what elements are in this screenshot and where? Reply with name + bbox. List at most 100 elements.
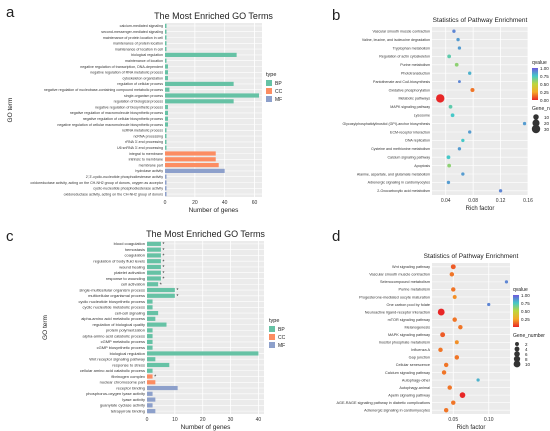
x-tick-label: 0 [146, 417, 149, 423]
category-label: single-multicellular organism process [79, 287, 145, 292]
data-point [443, 362, 449, 368]
category-label: biological regulation [110, 351, 145, 356]
data-point [458, 80, 461, 84]
pathway-label: Lysosome [414, 114, 430, 118]
x-tick-label: 0.08 [468, 198, 478, 204]
legend-label: CC [278, 335, 286, 341]
category-label: alpha-amino acid catabolic process [83, 333, 145, 338]
bar [147, 357, 156, 362]
category-label: multicellular organismal process [88, 293, 145, 298]
data-point [438, 347, 443, 353]
bar [165, 105, 168, 110]
data-point [450, 264, 456, 270]
size-legend-title: Gene_number [532, 106, 550, 112]
panel-letter-a: a [6, 4, 15, 21]
colorbar-tick-label: 0.25 [521, 317, 530, 322]
data-point [457, 46, 462, 50]
size-legend-label: 20 [544, 121, 550, 126]
bar [165, 116, 168, 121]
x-tick-label: 0.12 [496, 198, 506, 204]
bar [147, 276, 161, 281]
category-label: fibrinogen complex [111, 374, 145, 379]
legend-label: BP [275, 81, 282, 87]
bar [147, 264, 161, 270]
bar [165, 168, 225, 173]
significance-star: * [162, 254, 165, 260]
pathway-label: Selenocompound metabolism [380, 280, 430, 284]
pathway-label: Tryptophan metabolism [393, 46, 430, 50]
x-tick-label: 40 [222, 200, 228, 206]
data-point [441, 370, 447, 375]
color-legend-title: qvalue [532, 60, 547, 66]
pathway-label: One carbon pool by folate [387, 303, 430, 307]
bar [147, 241, 161, 246]
significance-star: * [176, 288, 179, 294]
x-tick-label: 40 [256, 417, 262, 423]
legend-swatch [269, 334, 275, 340]
panel-letter-d: d [332, 228, 340, 245]
bar [147, 368, 153, 373]
x-tick-label: 0.16 [523, 198, 533, 204]
significance-star: * [162, 242, 165, 248]
bar [147, 299, 153, 304]
pathway-label: Glycosylphosphatidylinositol (GPI)-ancho… [343, 122, 431, 126]
legend-swatch [269, 326, 275, 332]
category-label: hemostasis [125, 247, 145, 252]
pathway-dot-chart-b: 0.04 0.08 0.12 0.16 Vascular smooth muscle c… [343, 17, 550, 212]
category-label: regulation of cellular process [117, 82, 163, 86]
size-legend-dot [532, 119, 540, 127]
pathway-label: Wnt signaling pathway [392, 265, 430, 269]
bar [147, 316, 156, 321]
bar [165, 122, 168, 127]
bar [165, 76, 168, 81]
size-legend-label: 8 [525, 357, 528, 362]
data-point [522, 121, 527, 126]
x-axis-label: Rich factor [457, 425, 486, 431]
significance-star: * [162, 259, 165, 265]
significance-star: * [154, 375, 157, 381]
category-label: biological regulation [131, 53, 163, 57]
pathway-label: Oxidative phosphorylation [389, 88, 430, 92]
bar [165, 139, 167, 144]
pathway-label: Inositol phosphate metabolism [379, 341, 430, 345]
pathway-label: Calcium signaling pathway [385, 371, 430, 375]
data-point [452, 317, 457, 322]
bar [165, 163, 219, 168]
category-label: oxidoreductase activity, acting on the C… [64, 192, 164, 196]
x-tick-label: 0.04 [441, 198, 451, 204]
data-point [440, 332, 446, 338]
data-point [498, 189, 503, 193]
bar [147, 409, 156, 414]
bar [147, 351, 259, 356]
legend-label: CC [275, 89, 283, 95]
category-label: rRNA 3'-end processing [125, 140, 163, 144]
legend-title: type [269, 318, 279, 324]
significance-star: * [162, 248, 165, 254]
pathway-label: mTOR signaling pathway [388, 318, 430, 322]
category-label: coagulation [125, 253, 145, 258]
pathway-label: Influenza A [411, 348, 430, 352]
chart-title: Statistics of Pathway Enrichment [424, 253, 519, 260]
bar [147, 311, 159, 316]
pathway-label: Autophagy-animal [399, 386, 430, 390]
x-tick-label: 20 [200, 417, 206, 423]
bar [147, 247, 161, 252]
bar [165, 47, 167, 52]
colorbar-tick-label: 0.25 [540, 90, 549, 95]
category-label: nuclear chromosome part [100, 380, 146, 385]
bar [147, 270, 161, 275]
data-point [451, 400, 456, 405]
category-label: cyclic nucleotide biosynthetic process [79, 299, 145, 304]
size-legend-title: Gene_number [513, 333, 545, 339]
go-bar-chart-c: 0 10 20 30 40 blood coagulation * hemostasis * co… [42, 229, 286, 431]
bar [165, 93, 260, 98]
size-legend-dot [513, 355, 521, 363]
data-point [468, 130, 472, 134]
bar [165, 192, 167, 197]
y-axis-label: GO term [7, 98, 14, 123]
pathway-label: AGE-RAGE signaling pathway in diabetic c… [337, 401, 431, 405]
pathway-label: Vascular smooth muscle contraction [369, 273, 430, 277]
qvalue-colorbar [513, 295, 519, 327]
size-legend-label: 6 [525, 352, 528, 357]
